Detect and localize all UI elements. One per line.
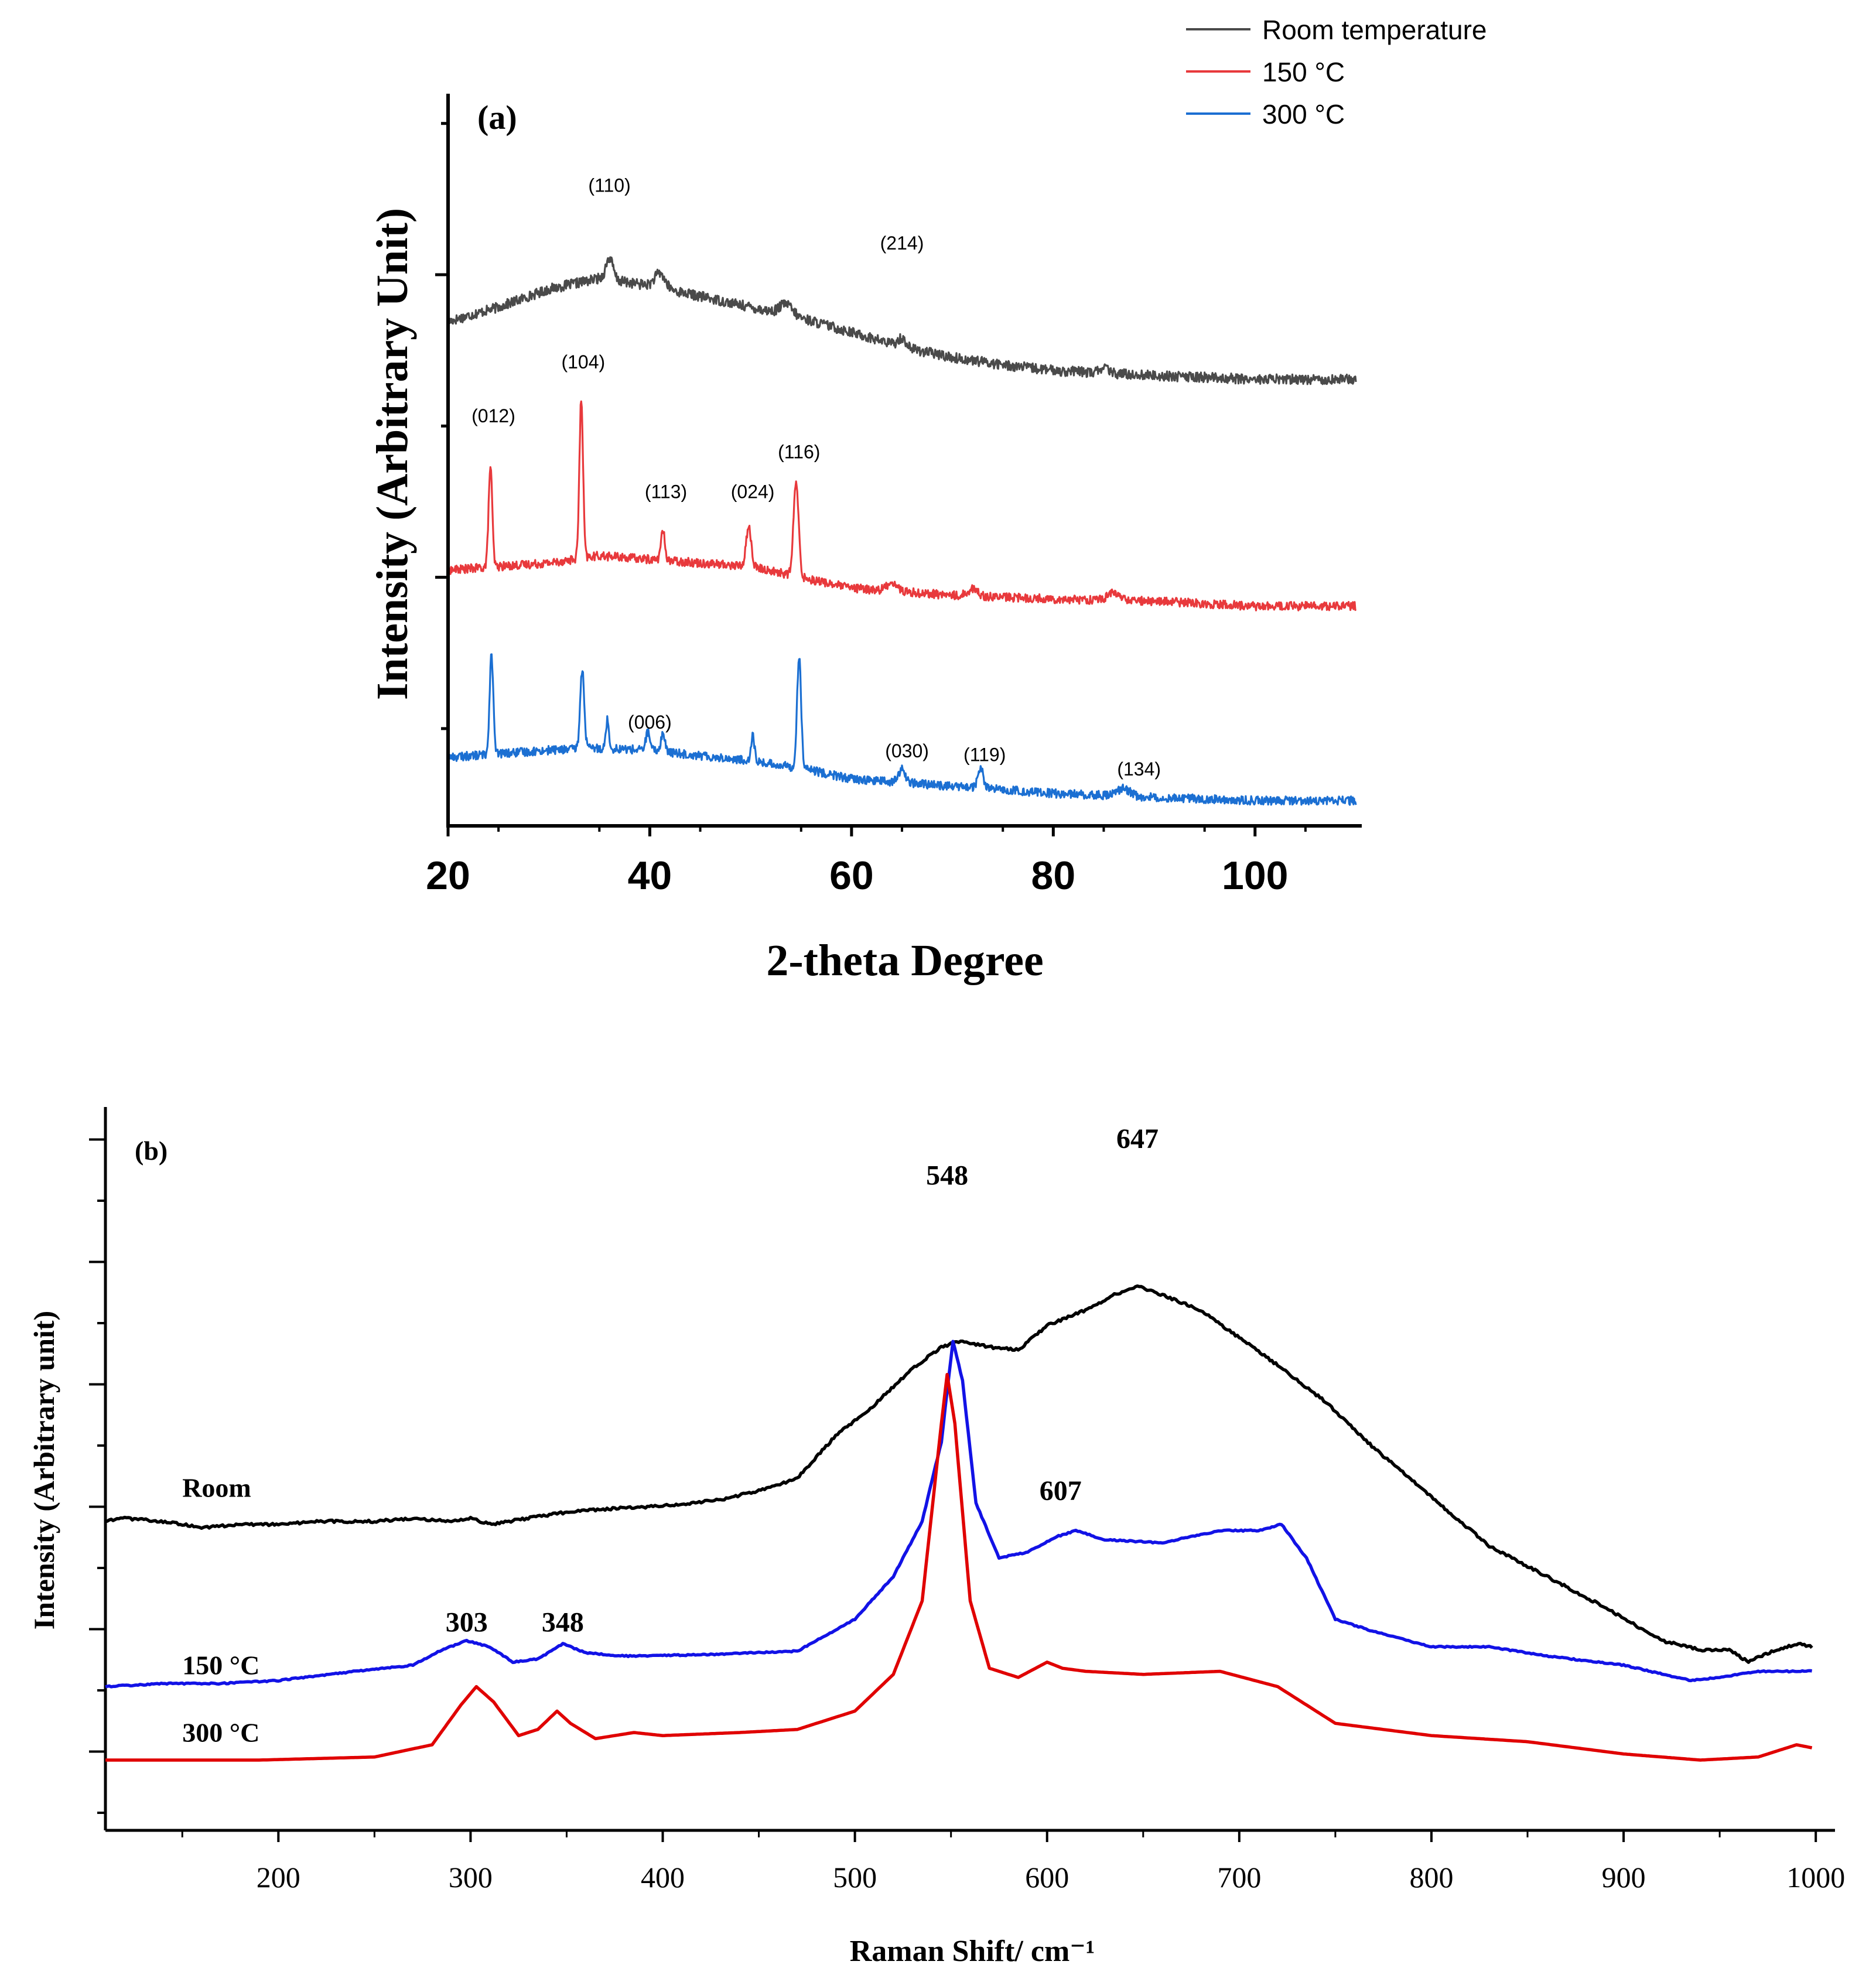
peak-label: 348 (542, 1607, 584, 1638)
x-tick-label: 60 (829, 853, 874, 898)
x-tick-label: 40 (628, 853, 672, 898)
panel-b-series (105, 1284, 1813, 1762)
peak-label: (024) (731, 481, 775, 502)
peak-label: (104) (561, 351, 605, 373)
x-tick-label: 500 (833, 1861, 877, 1894)
y-ticks-b (89, 1138, 105, 1814)
series-line-150-c (447, 400, 1357, 611)
x-tick-label: 600 (1025, 1861, 1069, 1894)
series-line-300-c (105, 1372, 1813, 1762)
x-tick-label: 100 (1222, 853, 1288, 898)
panel-b-raman: 200 300 400 500 600 700 800 900 1000 (b) 6475486… (28, 1107, 1845, 1968)
series-line-room (105, 1284, 1813, 1664)
x-tick-label: 80 (1031, 853, 1076, 898)
x-axis-title-b: Raman Shift/ cm⁻¹ (850, 1935, 1095, 1968)
series-label: 150 °C (182, 1651, 259, 1680)
panel-a-xrd: (a) Room temperature 150 °C 300 °C (110) (2… (368, 15, 1487, 985)
peak-label: (134) (1117, 758, 1161, 780)
x-tick-label: 300 (449, 1861, 493, 1894)
peak-label: (030) (885, 740, 929, 761)
peak-label: (006) (628, 712, 672, 733)
series-line-300-c (447, 653, 1357, 806)
peak-label: (116) (778, 442, 820, 463)
peak-label: (110) (588, 175, 630, 196)
panel-b-label: (b) (135, 1136, 168, 1166)
panel-b-series-labels: Room 150 °C 300 °C (182, 1473, 259, 1748)
x-axis-title-a: 2-theta Degree (766, 936, 1043, 985)
peak-label: 607 (1040, 1475, 1082, 1506)
legend-label-300-c: 300 °C (1262, 99, 1345, 129)
series-line-room-temperature (447, 256, 1357, 385)
panel-a-label: (a) (477, 98, 517, 136)
y-ticks-a (435, 122, 448, 730)
y-axis-title-a: Intensity (Arbitrary Unit) (368, 208, 417, 700)
peak-label: 548 (926, 1160, 968, 1191)
panel-a-series (447, 256, 1357, 806)
legend-a: Room temperature 150 °C 300 °C (1186, 15, 1487, 129)
series-label: Room (182, 1473, 251, 1503)
legend-label-150-c: 150 °C (1262, 57, 1345, 87)
peak-label: (214) (880, 233, 924, 254)
x-tick-label: 800 (1409, 1861, 1453, 1894)
peak-label: (012) (471, 405, 515, 426)
peak-label: 303 (446, 1607, 488, 1638)
series-line-150-c (105, 1340, 1813, 1689)
x-tick-label: 20 (426, 853, 470, 898)
x-tick-label: 1000 (1786, 1861, 1845, 1894)
x-tick-label: 200 (257, 1861, 300, 1894)
x-ticks-b: 200 300 400 500 600 700 800 900 1000 (181, 1830, 1845, 1894)
legend-label-room-temperature: Room temperature (1262, 15, 1487, 45)
peak-label: (113) (645, 481, 687, 502)
y-axis-title-b: Intensity (Arbitrary unit) (28, 1311, 60, 1629)
x-tick-label: 700 (1217, 1861, 1261, 1894)
panel-a-peak-labels: (110) (214) (012) (104) (113) (024)(116) (006)… (471, 175, 1161, 780)
peak-label: 647 (1116, 1123, 1159, 1154)
series-label: 300 °C (182, 1718, 259, 1748)
x-ticks-a: 20 40 60 80 100 (426, 826, 1307, 898)
x-tick-label: 400 (641, 1861, 685, 1894)
peak-label: (119) (963, 744, 1006, 765)
panel-b-peak-labels: 647 548 607 303 348 (446, 1123, 1159, 1638)
x-tick-label: 900 (1602, 1861, 1646, 1894)
